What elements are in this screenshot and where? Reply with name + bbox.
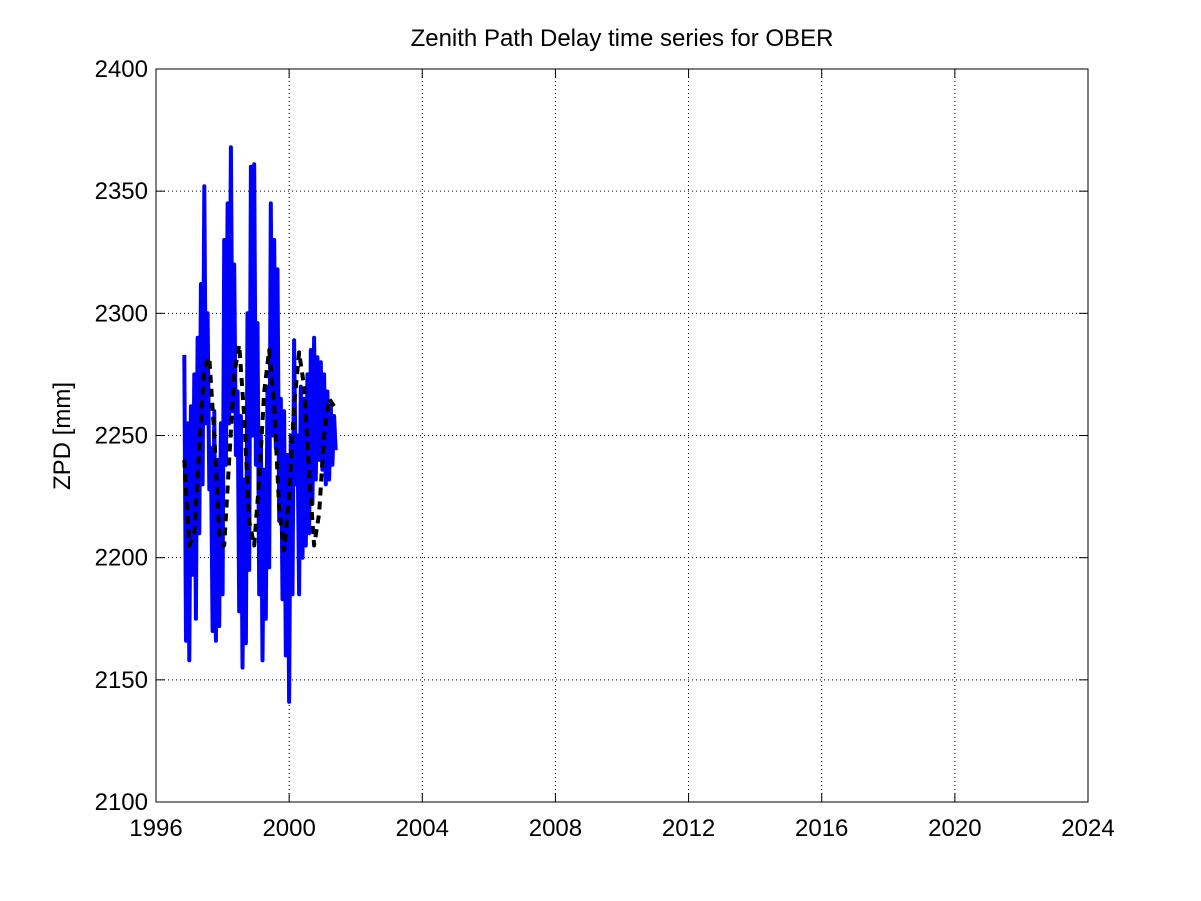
data-series — [182, 145, 338, 704]
x-tick-labels: 1996 2000 2004 2008 2012 2016 2020 2024 — [129, 815, 1114, 842]
x-tick-label: 1996 — [129, 815, 182, 842]
y-tick-labels: 2100 2150 2200 2250 2300 2350 2400 — [95, 56, 148, 816]
y-axis-label: ZPD [mm] — [49, 382, 76, 490]
x-tick-label: 2004 — [396, 815, 449, 842]
x-tick-label: 2024 — [1061, 815, 1114, 842]
x-tick-label: 2012 — [662, 815, 715, 842]
zpd-series-line — [182, 145, 338, 704]
grid-lines — [156, 69, 1088, 802]
x-tick-label: 2020 — [928, 815, 981, 842]
y-tick-label: 2300 — [95, 300, 148, 327]
chart-title: Zenith Path Delay time series for OBER — [411, 25, 834, 52]
y-tick-label: 2200 — [95, 545, 148, 572]
x-tick-label: 2000 — [262, 815, 315, 842]
y-tick-label: 2150 — [95, 667, 148, 694]
y-tick-label: 2350 — [95, 178, 148, 205]
y-tick-label: 2100 — [95, 789, 148, 816]
x-tick-label: 2016 — [795, 815, 848, 842]
y-tick-label: 2400 — [95, 56, 148, 83]
x-tick-label: 2008 — [529, 815, 582, 842]
axis-ticks — [155, 68, 1089, 803]
smoothed-series-line — [182, 343, 336, 553]
y-tick-label: 2250 — [95, 423, 148, 450]
